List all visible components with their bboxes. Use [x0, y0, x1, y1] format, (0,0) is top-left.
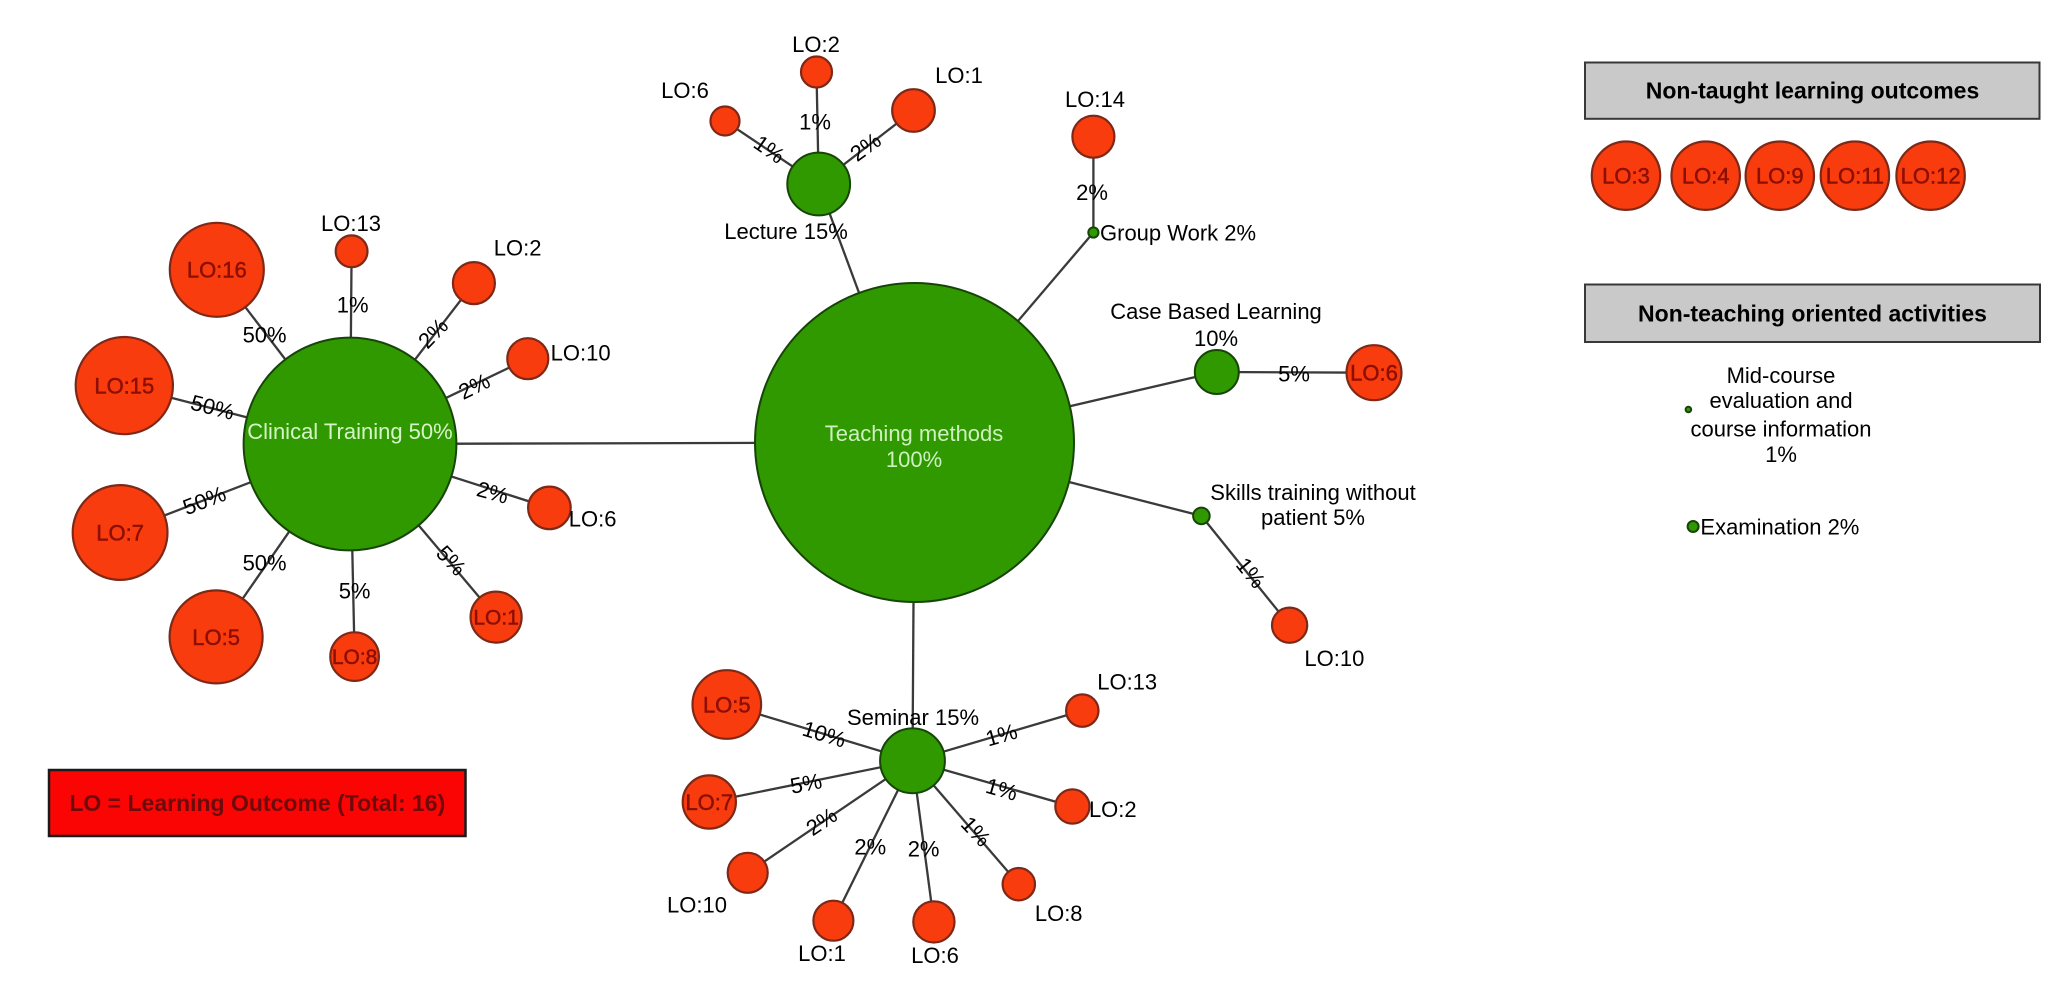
svg-text:LO:5: LO:5	[192, 625, 240, 650]
svg-text:LO:5: LO:5	[703, 692, 751, 717]
svg-text:Skills training without: Skills training without	[1210, 480, 1415, 505]
svg-text:LO:2: LO:2	[792, 32, 840, 57]
svg-text:LO:8: LO:8	[1035, 901, 1083, 926]
svg-text:LO = Learning Outcome (Total:: LO = Learning Outcome (Total: 16)	[69, 790, 445, 816]
svg-text:2%: 2%	[1076, 180, 1108, 205]
svg-text:LO:14: LO:14	[1065, 87, 1125, 112]
svg-text:100%: 100%	[886, 447, 942, 472]
svg-text:LO:2: LO:2	[1089, 797, 1137, 822]
svg-text:LO:12: LO:12	[1901, 164, 1961, 189]
svg-text:Group Work 2%: Group Work 2%	[1100, 221, 1256, 246]
svg-text:patient 5%: patient 5%	[1261, 505, 1365, 530]
svg-text:LO:6: LO:6	[1350, 361, 1398, 386]
svg-text:10%: 10%	[1194, 326, 1238, 351]
svg-text:Non-teaching oriented activiti: Non-teaching oriented activities	[1638, 301, 1987, 327]
svg-text:LO:16: LO:16	[187, 258, 247, 283]
svg-text:LO:13: LO:13	[321, 211, 381, 236]
svg-text:LO:15: LO:15	[94, 374, 154, 399]
svg-text:Mid-course: Mid-course	[1727, 363, 1836, 388]
svg-text:1%: 1%	[1765, 442, 1797, 467]
svg-text:LO:10: LO:10	[1304, 646, 1364, 671]
svg-text:LO:1: LO:1	[935, 63, 983, 88]
svg-text:2%: 2%	[908, 836, 940, 861]
svg-text:LO:7: LO:7	[685, 790, 733, 815]
svg-text:LO:2: LO:2	[494, 236, 542, 261]
svg-text:LO:1: LO:1	[798, 941, 846, 966]
svg-text:LO:4: LO:4	[1682, 164, 1730, 189]
svg-text:5%: 5%	[339, 579, 371, 604]
svg-text:50%: 50%	[243, 323, 287, 348]
svg-text:Teaching methods: Teaching methods	[825, 421, 1004, 446]
svg-text:evaluation and: evaluation and	[1709, 388, 1852, 413]
svg-text:Examination 2%: Examination 2%	[1700, 515, 1859, 540]
svg-text:1%: 1%	[337, 293, 369, 318]
svg-text:LO:3: LO:3	[1602, 164, 1650, 189]
svg-text:LO:8: LO:8	[332, 646, 378, 669]
svg-text:LO:11: LO:11	[1826, 164, 1884, 189]
svg-text:LO:6: LO:6	[911, 943, 959, 968]
svg-text:LO:6: LO:6	[569, 507, 617, 532]
svg-text:LO:9: LO:9	[1756, 164, 1804, 189]
svg-text:Non-taught learning outcomes: Non-taught learning outcomes	[1646, 78, 1980, 104]
svg-text:50%: 50%	[243, 551, 287, 576]
svg-text:LO:7: LO:7	[96, 520, 144, 545]
svg-text:LO:10: LO:10	[667, 893, 727, 918]
svg-text:LO:10: LO:10	[551, 341, 611, 366]
svg-text:LO:1: LO:1	[473, 607, 519, 630]
svg-text:Clinical Training 50%: Clinical Training 50%	[247, 419, 452, 444]
svg-text:Case Based Learning: Case Based Learning	[1110, 299, 1322, 324]
svg-text:5%: 5%	[788, 768, 824, 799]
svg-text:LO:13: LO:13	[1097, 670, 1157, 695]
svg-text:5%: 5%	[1278, 361, 1310, 386]
svg-text:2%: 2%	[854, 835, 886, 860]
svg-text:1%: 1%	[799, 110, 831, 135]
svg-text:Seminar 15%: Seminar 15%	[847, 705, 979, 730]
svg-text:Lecture 15%: Lecture 15%	[724, 219, 848, 244]
svg-text:LO:6: LO:6	[661, 78, 709, 103]
svg-text:course information: course information	[1691, 416, 1872, 441]
